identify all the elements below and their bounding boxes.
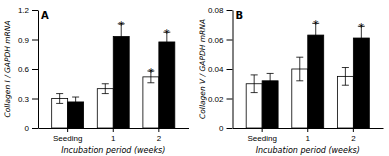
y-axis-title: Collagen V / GAPDH mRNA: [198, 19, 207, 119]
y-tick-label: 0.02: [208, 95, 224, 104]
y-tick-mark: [32, 128, 38, 129]
y-axis: 0 0.02 0.04 0.06 0.08: [208, 6, 233, 133]
y-tick-mark: [32, 40, 38, 41]
panel: 00.020.040.060.08Seeding12**BIncubation …: [198, 6, 384, 155]
bar: [97, 89, 113, 128]
x-tick: 1: [111, 128, 116, 143]
x-tick-label: Seeding: [53, 134, 82, 143]
bars: [246, 23, 369, 128]
y-axis-line: [233, 11, 234, 129]
x-axis-title: Incubation period (weeks): [256, 146, 360, 155]
y-tick: 0.04: [208, 65, 233, 74]
panel-label: B: [236, 10, 244, 21]
x-tick-mark: [353, 128, 354, 132]
x-tick-mark: [307, 128, 308, 132]
y-tick-mark: [227, 10, 233, 11]
x-tick-mark: [158, 128, 159, 132]
x-axis: Seeding 1 2: [39, 128, 190, 143]
y-tick-mark: [227, 40, 233, 41]
y-tick: 0.06: [208, 36, 233, 45]
error-bar: [72, 97, 79, 107]
y-tick-label: 0: [219, 124, 224, 133]
error-bar: [251, 75, 258, 93]
bar: [353, 38, 369, 128]
bar: [308, 35, 324, 128]
y-tick-label: 0.04: [208, 65, 224, 74]
error-bar: [267, 73, 274, 88]
x-tick: 2: [157, 128, 162, 143]
y-tick-label: 1.2: [18, 6, 30, 15]
x-axis-title: Incubation period (weeks): [61, 146, 165, 155]
significance-star: *: [359, 21, 365, 34]
y-tick-mark: [227, 99, 233, 100]
x-tick: Seeding: [247, 128, 276, 143]
y-tick: 0.3: [18, 95, 38, 104]
panel: 0 0.3 0.6 0.9 1.2 Seeding 1 2 * * * A Incubation per…: [3, 6, 189, 155]
y-axis: 0 0.3 0.6 0.9 1.2: [18, 6, 39, 133]
y-axis-title: Collagen I / GAPDH mRNA: [3, 20, 12, 117]
y-tick-mark: [227, 69, 233, 70]
y-tick: 0: [219, 124, 232, 133]
plot-area: 00.020.040.060.08Seeding12**B: [208, 6, 384, 143]
significance-star: *: [313, 18, 319, 31]
plot-area: 0 0.3 0.6 0.9 1.2 Seeding 1 2 * * * A: [18, 6, 189, 143]
error-bar: [56, 94, 63, 104]
y-tick-label: 0.3: [18, 95, 30, 104]
y-tick: 0.08: [208, 6, 233, 15]
significance-star: *: [164, 27, 170, 40]
y-axis-line: [38, 11, 39, 129]
y-tick-label: 0.9: [18, 36, 30, 45]
significance-star: *: [118, 19, 124, 32]
x-tick-mark: [113, 128, 114, 132]
y-tick: 0.9: [18, 36, 38, 45]
panel-label: A: [41, 10, 49, 21]
x-tick-label: 1: [306, 134, 311, 143]
y-tick-mark: [32, 99, 38, 100]
y-tick: 1.2: [18, 6, 38, 15]
y-tick-mark: [227, 128, 233, 129]
y-tick-mark: [32, 10, 38, 11]
y-tick: 0.6: [18, 65, 38, 74]
x-axis: Seeding 1 2: [233, 128, 384, 143]
y-tick-label: 0.06: [208, 36, 224, 45]
y-tick-mark: [32, 69, 38, 70]
significance-star: *: [148, 66, 154, 79]
x-tick-mark: [67, 128, 68, 132]
error-bar: [296, 57, 303, 81]
y-tick-label: 0.6: [18, 65, 30, 74]
x-tick-label: 1: [111, 134, 116, 143]
bar: [113, 37, 129, 128]
x-tick: Seeding: [53, 128, 82, 143]
x-tick: 2: [351, 128, 356, 143]
bar: [143, 77, 159, 128]
y-tick-label: 0.08: [208, 6, 224, 15]
x-tick-label: Seeding: [247, 134, 276, 143]
x-tick-label: 2: [351, 134, 356, 143]
error-bar: [102, 84, 109, 94]
error-bar: [342, 68, 349, 86]
y-tick-label: 0: [25, 124, 30, 133]
y-tick: 0: [25, 124, 38, 133]
figure: 00.30.60.91.2Seeding12***AIncubation per…: [0, 0, 389, 156]
annotations: **: [313, 18, 365, 34]
x-tick-mark: [262, 128, 263, 132]
annotations: * * *: [118, 19, 170, 79]
y-tick: 0.02: [208, 95, 233, 104]
x-tick-label: 2: [157, 134, 162, 143]
bars: [52, 24, 175, 128]
bar: [159, 42, 175, 128]
x-tick: 1: [306, 128, 311, 143]
